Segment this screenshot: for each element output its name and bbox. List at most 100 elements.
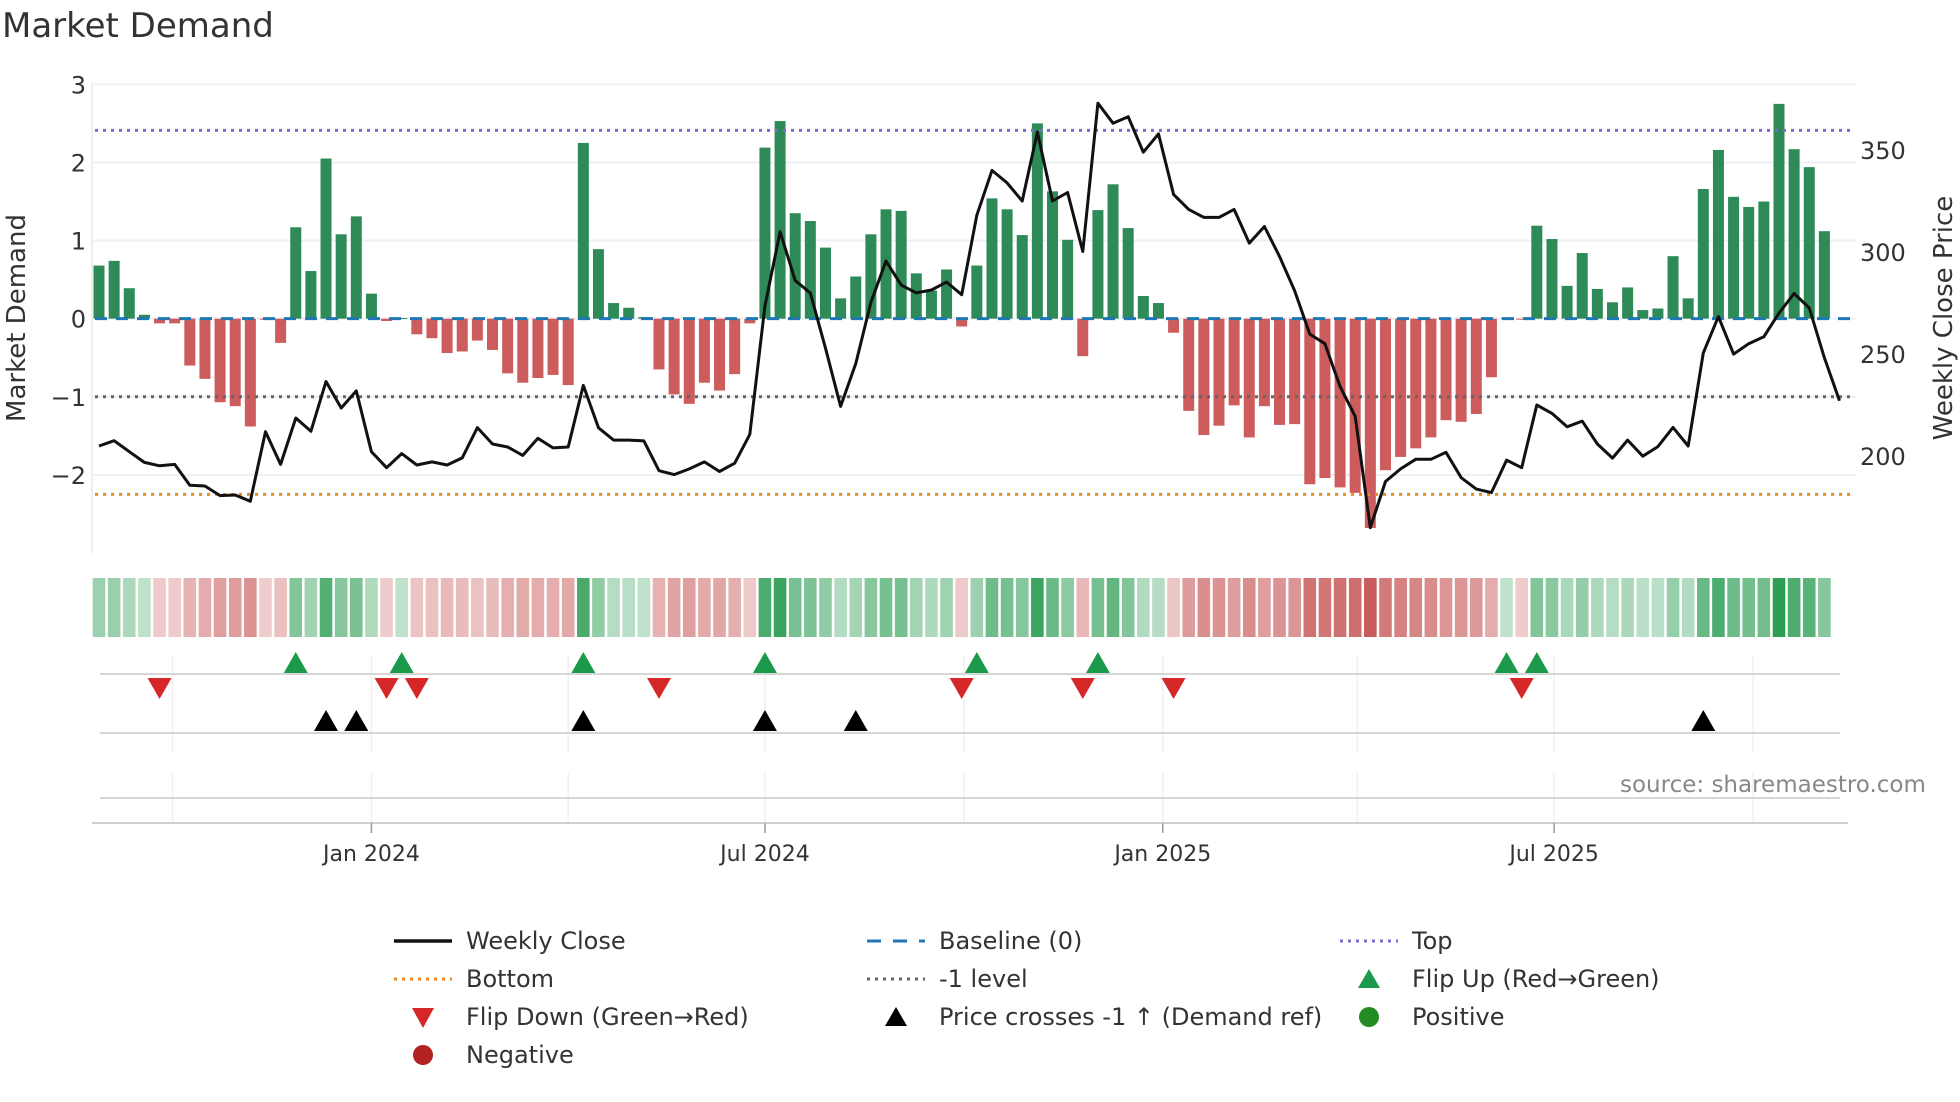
y-tick-label-left: −1 xyxy=(51,384,86,412)
heatmap-cell xyxy=(1636,578,1650,637)
heatmap-cell xyxy=(1757,578,1771,637)
legend-label: Bottom xyxy=(466,965,555,993)
bar-positive xyxy=(350,216,362,319)
heatmap-cell xyxy=(955,578,968,637)
heatmap-cell xyxy=(743,578,757,637)
bar-positive xyxy=(1092,210,1104,319)
bar-positive xyxy=(1622,287,1634,319)
bar-negative xyxy=(1077,318,1089,357)
heatmap-cell xyxy=(1061,578,1074,637)
legend-item-negative[interactable]: Negative xyxy=(392,1040,574,1070)
bar-positive xyxy=(835,298,847,319)
bar-positive xyxy=(365,293,377,319)
bar-negative xyxy=(1319,318,1331,479)
price-cross-marker xyxy=(843,710,868,731)
source-credit: source: sharemaestro.com xyxy=(1620,772,1926,798)
heatmap-cell xyxy=(471,578,484,637)
bar-positive xyxy=(138,314,150,319)
heatmap-cell xyxy=(92,578,106,637)
price-cross-marker xyxy=(571,710,596,731)
bar-positive xyxy=(971,265,983,319)
bar-positive xyxy=(941,269,953,319)
heatmap-cell xyxy=(834,578,847,637)
bar-positive xyxy=(335,234,347,319)
bar-positive xyxy=(1122,228,1134,319)
bar-positive xyxy=(850,276,862,319)
heatmap-cell xyxy=(1454,578,1468,637)
heatmap-cell xyxy=(1318,578,1332,637)
heatmap-cell xyxy=(1651,578,1665,637)
heatmap-cell xyxy=(1242,578,1256,637)
legend-item-top[interactable]: Top xyxy=(1338,926,1453,956)
bar-negative xyxy=(1470,318,1482,414)
flip-up-marker xyxy=(1524,652,1549,673)
heatmap-cell xyxy=(1575,578,1589,637)
legend-item-positive[interactable]: Positive xyxy=(1338,1002,1505,1032)
heatmap-cell xyxy=(819,578,832,637)
bar-negative xyxy=(1440,318,1452,421)
heatmap-cell xyxy=(1212,578,1226,637)
heatmap-cell xyxy=(486,578,499,637)
bar-negative xyxy=(1168,318,1180,333)
bar-positive xyxy=(865,234,877,319)
bar-negative xyxy=(1349,318,1361,493)
heatmap-cell xyxy=(531,578,545,637)
legend-item-flip-down[interactable]: Flip Down (Green→Red) xyxy=(392,1002,749,1032)
x-tick-label: Jan 2024 xyxy=(321,842,420,867)
heatmap-cell xyxy=(440,578,454,637)
bar-negative xyxy=(1395,318,1407,457)
heatmap-cell xyxy=(1379,578,1392,637)
heatmap-cell xyxy=(1802,578,1816,637)
heatmap-cell xyxy=(213,578,227,637)
legend-item-price-cross[interactable]: Price crosses -1 ↑ (Demand ref) xyxy=(865,1002,1322,1032)
heatmap-cell xyxy=(1666,578,1680,637)
legend-item-baseline[interactable]: Baseline (0) xyxy=(865,926,1082,956)
y-tick-label-left: 2 xyxy=(71,149,86,177)
bar-positive xyxy=(1607,302,1618,319)
legend-label: Flip Up (Red→Green) xyxy=(1412,965,1660,993)
heatmap-cell xyxy=(410,578,424,637)
heatmap-cell xyxy=(607,578,620,637)
bar-positive xyxy=(1047,191,1059,319)
heatmap-cell xyxy=(652,578,666,637)
heatmap-cell xyxy=(1031,578,1044,637)
heatmap-cell xyxy=(1515,578,1528,637)
heatmap-cell xyxy=(561,578,575,637)
y-tick-label-left: 3 xyxy=(71,71,86,99)
legend-label: -1 level xyxy=(939,965,1028,993)
heatmap-cell xyxy=(516,578,530,637)
legend-item-minus-one-level[interactable]: -1 level xyxy=(865,964,1028,994)
heatmap-cell xyxy=(1333,578,1347,637)
heatmap-cell xyxy=(804,578,817,637)
heatmap-cell xyxy=(1121,578,1135,637)
circle-icon xyxy=(1359,1007,1379,1027)
bar-positive xyxy=(592,249,604,319)
bar-positive xyxy=(1137,296,1149,319)
bar-positive xyxy=(1773,103,1785,319)
heatmap-cell xyxy=(788,578,802,637)
legend-label: Positive xyxy=(1412,1003,1505,1031)
heatmap-cell xyxy=(1137,578,1150,637)
heatmap-cell xyxy=(925,578,938,637)
x-tick-label: Jan 2025 xyxy=(1112,842,1211,867)
legend-item-bottom[interactable]: Bottom xyxy=(392,964,554,994)
bar-positive xyxy=(986,198,998,319)
bar-negative xyxy=(275,318,287,343)
heatmap-cell xyxy=(1288,578,1301,637)
heatmap-cell xyxy=(1000,578,1014,637)
heatmap-cell xyxy=(1015,578,1029,637)
legend-item-flip-up[interactable]: Flip Up (Red→Green) xyxy=(1338,964,1660,994)
bar-negative xyxy=(184,318,196,366)
legend-item-weekly-close[interactable]: Weekly Close xyxy=(392,926,626,956)
heatmap-cell xyxy=(289,578,303,637)
heatmap-cell xyxy=(1348,578,1362,637)
legend-symbol-line xyxy=(394,939,452,943)
bar-positive xyxy=(1712,149,1724,319)
bar-positive xyxy=(1561,285,1573,319)
heatmap-cell xyxy=(1167,578,1180,637)
heatmap-cell xyxy=(228,578,242,637)
bar-positive xyxy=(123,288,135,319)
heatmap-cell xyxy=(1469,578,1483,637)
heatmap-cell xyxy=(728,578,741,637)
bar-positive xyxy=(1062,239,1074,319)
